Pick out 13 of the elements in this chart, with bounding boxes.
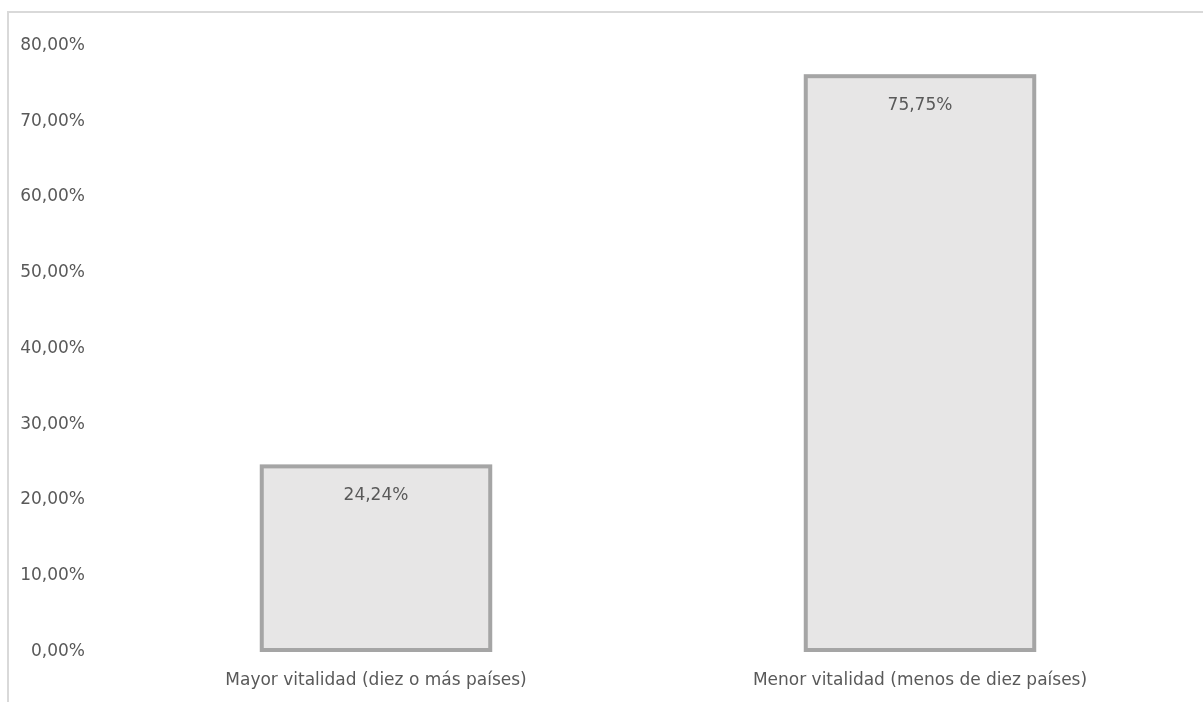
y-tick-label: 20,00% <box>20 488 85 509</box>
y-tick-label: 40,00% <box>20 336 85 357</box>
y-tick-label: 60,00% <box>20 185 85 206</box>
data-label: 75,75% <box>887 94 953 115</box>
y-tick-label: 10,00% <box>20 564 85 585</box>
y-tick-label: 80,00% <box>20 33 85 54</box>
y-tick-label: 30,00% <box>20 412 85 433</box>
x-tick-label: Menor vitalidad (menos de diez países) <box>752 669 1088 689</box>
y-tick-label: 0,00% <box>30 639 85 660</box>
x-tick-label: Mayor vitalidad (diez o más países) <box>225 669 527 689</box>
y-tick-label: 70,00% <box>20 109 85 130</box>
y-tick-label: 50,00% <box>20 261 85 282</box>
data-label: 24,24% <box>343 484 409 505</box>
